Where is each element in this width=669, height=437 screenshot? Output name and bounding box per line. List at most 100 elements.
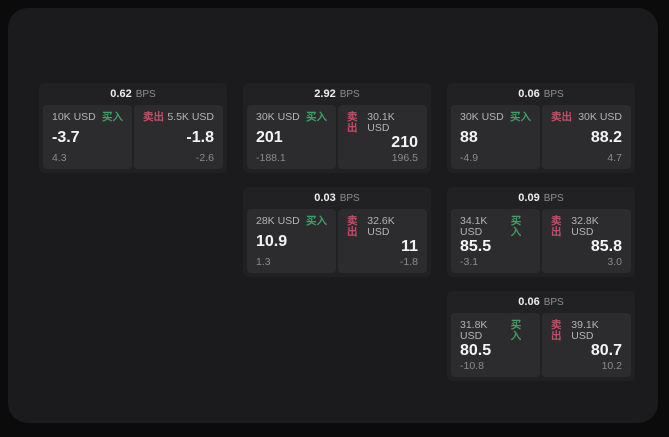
quote-grid: 0.62 BPS 10K USD 买入 -3.7 4.3 卖出 5.5K USD… (39, 83, 635, 381)
sell-side-button[interactable]: 卖出 (551, 111, 572, 123)
sell-tile-top: 卖出 30K USD (551, 112, 622, 123)
spread-unit-label: BPS (339, 192, 360, 204)
quote-card: 0.06 BPS 30K USD 买入 88 -4.9 卖出 30K USD 8… (447, 83, 635, 173)
sell-side-button[interactable]: 卖出 (347, 215, 358, 238)
sell-price: -1.8 (186, 128, 214, 146)
sell-tile[interactable]: 卖出 32.8K USD 85.8 3.0 (542, 209, 631, 273)
sell-side-button[interactable]: 卖出 (551, 319, 562, 342)
buy-delta: -188.1 (256, 151, 286, 164)
buy-tile[interactable]: 34.1K USD 买入 85.5 -3.1 (451, 209, 540, 273)
spread-unit-label: BPS (339, 88, 360, 100)
sell-tile[interactable]: 卖出 30K USD 88.2 4.7 (542, 105, 631, 169)
spread-unit-label: BPS (135, 88, 156, 100)
buy-amount: 10K USD (52, 111, 96, 123)
sell-amount: 5.5K USD (167, 111, 214, 123)
buy-price: 201 (256, 128, 283, 146)
buy-tile[interactable]: 31.8K USD 买入 80.5 -10.8 (451, 313, 540, 377)
sell-amount: 32.8K USD (571, 215, 599, 238)
sell-side-button[interactable]: 卖出 (347, 111, 358, 134)
sell-delta: 10.2 (601, 359, 622, 372)
sell-amount: 32.6K USD (367, 215, 395, 238)
quote-card-body: 30K USD 买入 88 -4.9 卖出 30K USD 88.2 4.7 (447, 105, 635, 173)
quote-card-body: 10K USD 买入 -3.7 4.3 卖出 5.5K USD -1.8 -2.… (39, 105, 227, 173)
quote-card-body: 28K USD 买入 10.9 1.3 卖出 32.6K USD 11 -1.8 (243, 209, 431, 277)
quote-card: 0.09 BPS 34.1K USD 买入 85.5 -3.1 卖出 32.8K… (447, 187, 635, 277)
buy-side-button[interactable]: 买入 (510, 319, 522, 342)
spread-header: 0.06 BPS (447, 291, 635, 313)
sell-amount: 39.1K USD (571, 319, 599, 342)
buy-amount: 34.1K USD (460, 215, 488, 238)
quote-card: 0.03 BPS 28K USD 买入 10.9 1.3 卖出 32.6K US… (243, 187, 431, 277)
buy-tile-top: 34.1K USD 买入 (460, 216, 531, 237)
sell-price: 80.7 (590, 341, 622, 359)
buy-tile[interactable]: 10K USD 买入 -3.7 4.3 (43, 105, 132, 169)
buy-side-button[interactable]: 买入 (102, 111, 123, 123)
buy-price: 85.5 (460, 237, 492, 255)
buy-price: 80.5 (460, 341, 492, 359)
sell-amount: 30.1K USD (367, 111, 395, 134)
sell-tile-top: 卖出 32.8K USD (551, 216, 622, 237)
spread-value: 2.92 (314, 88, 336, 100)
spread-header: 0.09 BPS (447, 187, 635, 209)
sell-price: 210 (391, 133, 418, 151)
spread-header: 0.62 BPS (39, 83, 227, 105)
sell-side-button[interactable]: 卖出 (143, 111, 164, 123)
sell-tile-top: 卖出 30.1K USD (347, 112, 418, 133)
buy-amount: 28K USD (256, 215, 300, 227)
buy-amount: 31.8K USD (460, 319, 488, 342)
buy-side-button[interactable]: 买入 (510, 215, 522, 238)
quote-card-body: 34.1K USD 买入 85.5 -3.1 卖出 32.8K USD 85.8… (447, 209, 635, 277)
sell-delta: 3.0 (607, 255, 622, 268)
buy-side-button[interactable]: 买入 (510, 111, 531, 123)
buy-tile[interactable]: 28K USD 买入 10.9 1.3 (247, 209, 336, 273)
buy-side-button[interactable]: 买入 (306, 215, 327, 227)
buy-price: 10.9 (256, 232, 288, 250)
app-window: 0.62 BPS 10K USD 买入 -3.7 4.3 卖出 5.5K USD… (8, 8, 658, 423)
buy-delta: -3.1 (460, 255, 479, 268)
spread-unit-label: BPS (543, 296, 564, 308)
buy-delta: -4.9 (460, 151, 479, 164)
sell-tile[interactable]: 卖出 32.6K USD 11 -1.8 (338, 209, 427, 273)
quote-card: 2.92 BPS 30K USD 买入 201 -188.1 卖出 30.1K … (243, 83, 431, 173)
quote-card-body: 31.8K USD 买入 80.5 -10.8 卖出 39.1K USD 80.… (447, 313, 635, 381)
sell-tile-top: 卖出 39.1K USD (551, 320, 622, 341)
buy-delta: 1.3 (256, 255, 271, 268)
buy-amount: 30K USD (256, 111, 300, 123)
spread-value: 0.03 (314, 192, 336, 204)
sell-delta: -2.6 (195, 151, 214, 164)
buy-side-button[interactable]: 买入 (306, 111, 327, 123)
sell-side-button[interactable]: 卖出 (551, 215, 562, 238)
sell-amount: 30K USD (578, 111, 622, 123)
buy-price: -3.7 (52, 128, 80, 146)
buy-tile-top: 31.8K USD 买入 (460, 320, 531, 341)
sell-tile-top: 卖出 5.5K USD (143, 112, 214, 123)
sell-tile[interactable]: 卖出 30.1K USD 210 196.5 (338, 105, 427, 169)
spread-header: 0.03 BPS (243, 187, 431, 209)
buy-tile-top: 30K USD 买入 (256, 112, 327, 123)
sell-delta: -1.8 (399, 255, 418, 268)
sell-price: 85.8 (590, 237, 622, 255)
sell-price: 11 (401, 237, 418, 255)
sell-tile[interactable]: 卖出 39.1K USD 80.7 10.2 (542, 313, 631, 377)
spread-unit-label: BPS (543, 88, 564, 100)
buy-tile-top: 30K USD 买入 (460, 112, 531, 123)
sell-delta: 196.5 (391, 151, 418, 164)
spread-header: 0.06 BPS (447, 83, 635, 105)
buy-tile-top: 28K USD 买入 (256, 216, 327, 227)
sell-price: 88.2 (590, 128, 622, 146)
quote-card-body: 30K USD 买入 201 -188.1 卖出 30.1K USD 210 1… (243, 105, 431, 173)
buy-tile[interactable]: 30K USD 买入 201 -188.1 (247, 105, 336, 169)
sell-delta: 4.7 (607, 151, 622, 164)
buy-amount: 30K USD (460, 111, 504, 123)
spread-value: 0.62 (110, 88, 132, 100)
sell-tile[interactable]: 卖出 5.5K USD -1.8 -2.6 (134, 105, 223, 169)
buy-tile[interactable]: 30K USD 买入 88 -4.9 (451, 105, 540, 169)
quote-card: 0.06 BPS 31.8K USD 买入 80.5 -10.8 卖出 39.1… (447, 291, 635, 381)
spread-header: 2.92 BPS (243, 83, 431, 105)
spread-value: 0.09 (518, 192, 540, 204)
sell-tile-top: 卖出 32.6K USD (347, 216, 418, 237)
quote-card: 0.62 BPS 10K USD 买入 -3.7 4.3 卖出 5.5K USD… (39, 83, 227, 173)
buy-price: 88 (460, 128, 478, 146)
buy-delta: -10.8 (460, 359, 484, 372)
spread-value: 0.06 (518, 88, 540, 100)
